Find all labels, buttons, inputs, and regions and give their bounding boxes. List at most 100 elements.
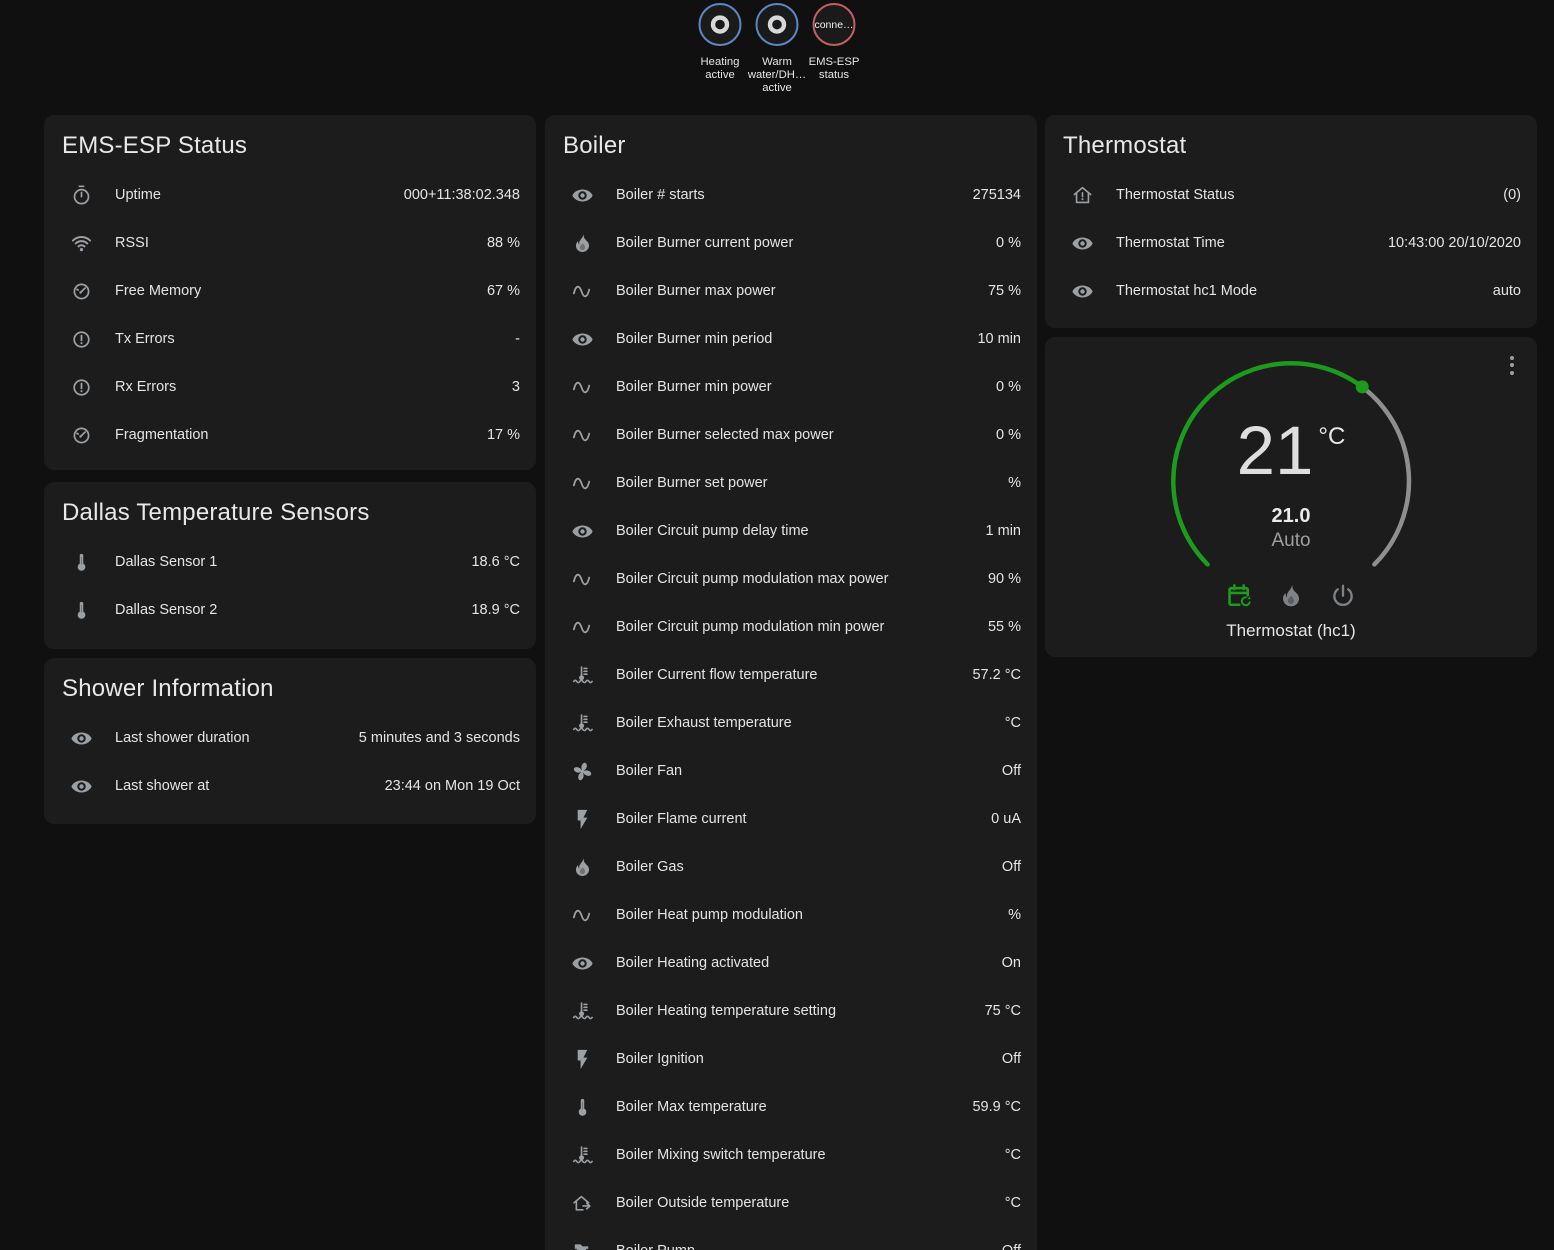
card-thermostat: Thermostat Thermostat Status (0) Thermosta… [1045, 115, 1537, 328]
entity-name: Last shower duration [115, 730, 250, 746]
entity-row[interactable]: Thermostat Status (0) [1045, 171, 1537, 219]
badge-heating-active[interactable]: Heating active [692, 3, 749, 82]
entity-row[interactable]: Boiler Circuit pump delay time 1 min [545, 507, 1037, 555]
entity-name: Boiler Exhaust temperature [616, 715, 792, 731]
entity-row[interactable]: Thermostat Time 10:43:00 20/10/2020 [1045, 219, 1537, 267]
entity-row[interactable]: Boiler Burner selected max power 0 % [545, 411, 1037, 459]
entity-row[interactable]: Boiler Burner current power 0 % [545, 219, 1037, 267]
home-export-icon [571, 1192, 594, 1215]
dial-handle[interactable] [1355, 380, 1369, 394]
entity-row[interactable]: Boiler Mixing switch temperature °C [545, 1131, 1037, 1179]
entity-row[interactable]: Boiler Burner min power 0 % [545, 363, 1037, 411]
pump-icon [571, 1240, 594, 1250]
entity-row[interactable]: Boiler PumpOff [545, 1227, 1037, 1250]
eye-icon [1071, 232, 1094, 255]
entity-name: Boiler Flame current [616, 811, 747, 827]
badge-circle [698, 3, 742, 46]
entity-name: Boiler Outside temperature [616, 1195, 790, 1211]
badge-ems-esp-status[interactable]: conne… EMS-ESP status [806, 3, 863, 82]
entity-value: 17 % [486, 427, 520, 443]
mode-calendar-sync-button[interactable] [1225, 582, 1253, 610]
mode-power-button[interactable] [1329, 582, 1357, 610]
entity-value: On [1001, 955, 1021, 971]
entity-name: Boiler Burner min power [616, 379, 772, 395]
hvac-mode-label: Auto [1271, 530, 1311, 551]
entity-row[interactable]: Boiler Exhaust temperature °C [545, 699, 1037, 747]
entity-value: 1 min [985, 523, 1021, 539]
entity-row[interactable]: Boiler Max temperature 59.9 °C [545, 1083, 1037, 1131]
entity-value: 0 % [996, 427, 1021, 443]
card-shower-information: Shower Information Last shower duration 5… [44, 658, 536, 824]
entity-value: 57.2 °C [972, 667, 1021, 683]
entity-row[interactable]: Boiler Circuit pump modulation max power… [545, 555, 1037, 603]
eye-icon [70, 775, 93, 798]
entity-row[interactable]: Boiler Burner set power% [545, 459, 1037, 507]
entity-row[interactable]: Rx Errors 3 [44, 363, 536, 411]
entity-row[interactable]: RSSI 88 % [44, 219, 536, 267]
eye-icon [1071, 280, 1094, 303]
badge-circle [755, 3, 799, 46]
entity-row[interactable]: Boiler Current flow temperature 57.2 °C [545, 651, 1037, 699]
entity-row[interactable]: Boiler # starts 275134 [545, 171, 1037, 219]
entity-row[interactable]: Dallas Sensor 2 18.9 °C [44, 586, 536, 634]
entity-value: Off [1001, 763, 1021, 779]
entity-value: Off [1001, 1051, 1021, 1067]
entity-row[interactable]: Free Memory 67 % [44, 267, 536, 315]
badge-label-line: Heating [700, 56, 740, 68]
coolant-temperature-icon [571, 712, 594, 735]
entity-name: Boiler Gas [616, 859, 684, 875]
current-temperature: 21 °C [1236, 412, 1346, 489]
entity-rows: Boiler # starts 275134 Boiler Burner curre… [545, 171, 1037, 1250]
entity-row[interactable]: Boiler Circuit pump modulation min power… [545, 603, 1037, 651]
badge-warm-water-dhw-active[interactable]: Warm water/DH… active [748, 3, 806, 95]
card-title: EMS-ESP Status [62, 132, 248, 159]
entity-value: 18.6 °C [471, 554, 520, 570]
card-title: Dallas Temperature Sensors [62, 499, 370, 526]
entity-row[interactable]: Boiler Fan Off [545, 747, 1037, 795]
badge-label: Heating active [701, 56, 740, 82]
badge-circle: conne… [812, 3, 856, 46]
entity-row[interactable]: Uptime 000+11:38:02.348 [44, 171, 536, 219]
entity-row[interactable]: Thermostat hc1 Mode auto [1045, 267, 1537, 315]
entity-name: Boiler Pump [616, 1243, 695, 1250]
entity-row[interactable]: Boiler Burner max power 75 % [545, 267, 1037, 315]
entity-value: 75 °C [984, 1003, 1021, 1019]
entity-row[interactable]: Last shower duration 5 minutes and 3 seco… [44, 714, 536, 762]
wifi-icon [70, 232, 93, 255]
entity-row[interactable]: Boiler Burner min period 10 min [545, 315, 1037, 363]
power-icon [1329, 582, 1357, 610]
entity-row[interactable]: Boiler Heating temperature setting 75 °C [545, 987, 1037, 1035]
sine-wave-icon [571, 472, 594, 495]
entity-row[interactable]: Boiler Gas Off [545, 843, 1037, 891]
entity-row[interactable]: Boiler Heating activated On [545, 939, 1037, 987]
entity-value: 88 % [486, 235, 520, 251]
card-title: Thermostat [1063, 132, 1187, 159]
entity-name: Boiler Mixing switch temperature [616, 1147, 826, 1163]
entity-row[interactable]: Dallas Sensor 1 18.6 °C [44, 538, 536, 586]
entity-value: °C [1004, 1195, 1021, 1211]
entity-name: Thermostat Time [1116, 235, 1225, 251]
entity-row[interactable]: Boiler Flame current 0 uA [545, 795, 1037, 843]
entity-row[interactable]: Last shower at 23:44 on Mon 19 Oct [44, 762, 536, 810]
entity-value: 10 min [977, 331, 1021, 347]
entity-row[interactable]: Boiler Outside temperature °C [545, 1179, 1037, 1227]
entity-value: Off [695, 1243, 1021, 1250]
entity-name: RSSI [115, 235, 149, 251]
mode-fire-button[interactable] [1277, 582, 1305, 610]
entity-row[interactable]: Boiler Heat pump modulation% [545, 891, 1037, 939]
entity-name: Boiler Burner selected max power [616, 427, 834, 443]
coolant-temperature-icon [571, 1000, 594, 1023]
entity-name: Boiler Circuit pump modulation max power [616, 571, 889, 587]
entity-name: Thermostat Status [1116, 187, 1235, 203]
more-options-menu-icon[interactable] [1510, 352, 1514, 378]
entity-row[interactable]: Tx Errors - [44, 315, 536, 363]
entity-row[interactable]: Boiler Ignition Off [545, 1035, 1037, 1083]
entity-name: Rx Errors [115, 379, 177, 395]
entity-value: 000+11:38:02.348 [403, 187, 520, 203]
entity-value: - [515, 331, 520, 347]
entity-row[interactable]: Fragmentation 17 % [44, 411, 536, 459]
sine-wave-icon [571, 616, 594, 639]
entity-rows: Dallas Sensor 1 18.6 °C Dallas Sensor 2 18.… [44, 538, 536, 634]
badge-bar: Heating active Warm water/DH… active conne… EM… [692, 3, 863, 95]
entity-rows: Uptime 000+11:38:02.348 RSSI 88 % Free Memor… [44, 171, 536, 459]
